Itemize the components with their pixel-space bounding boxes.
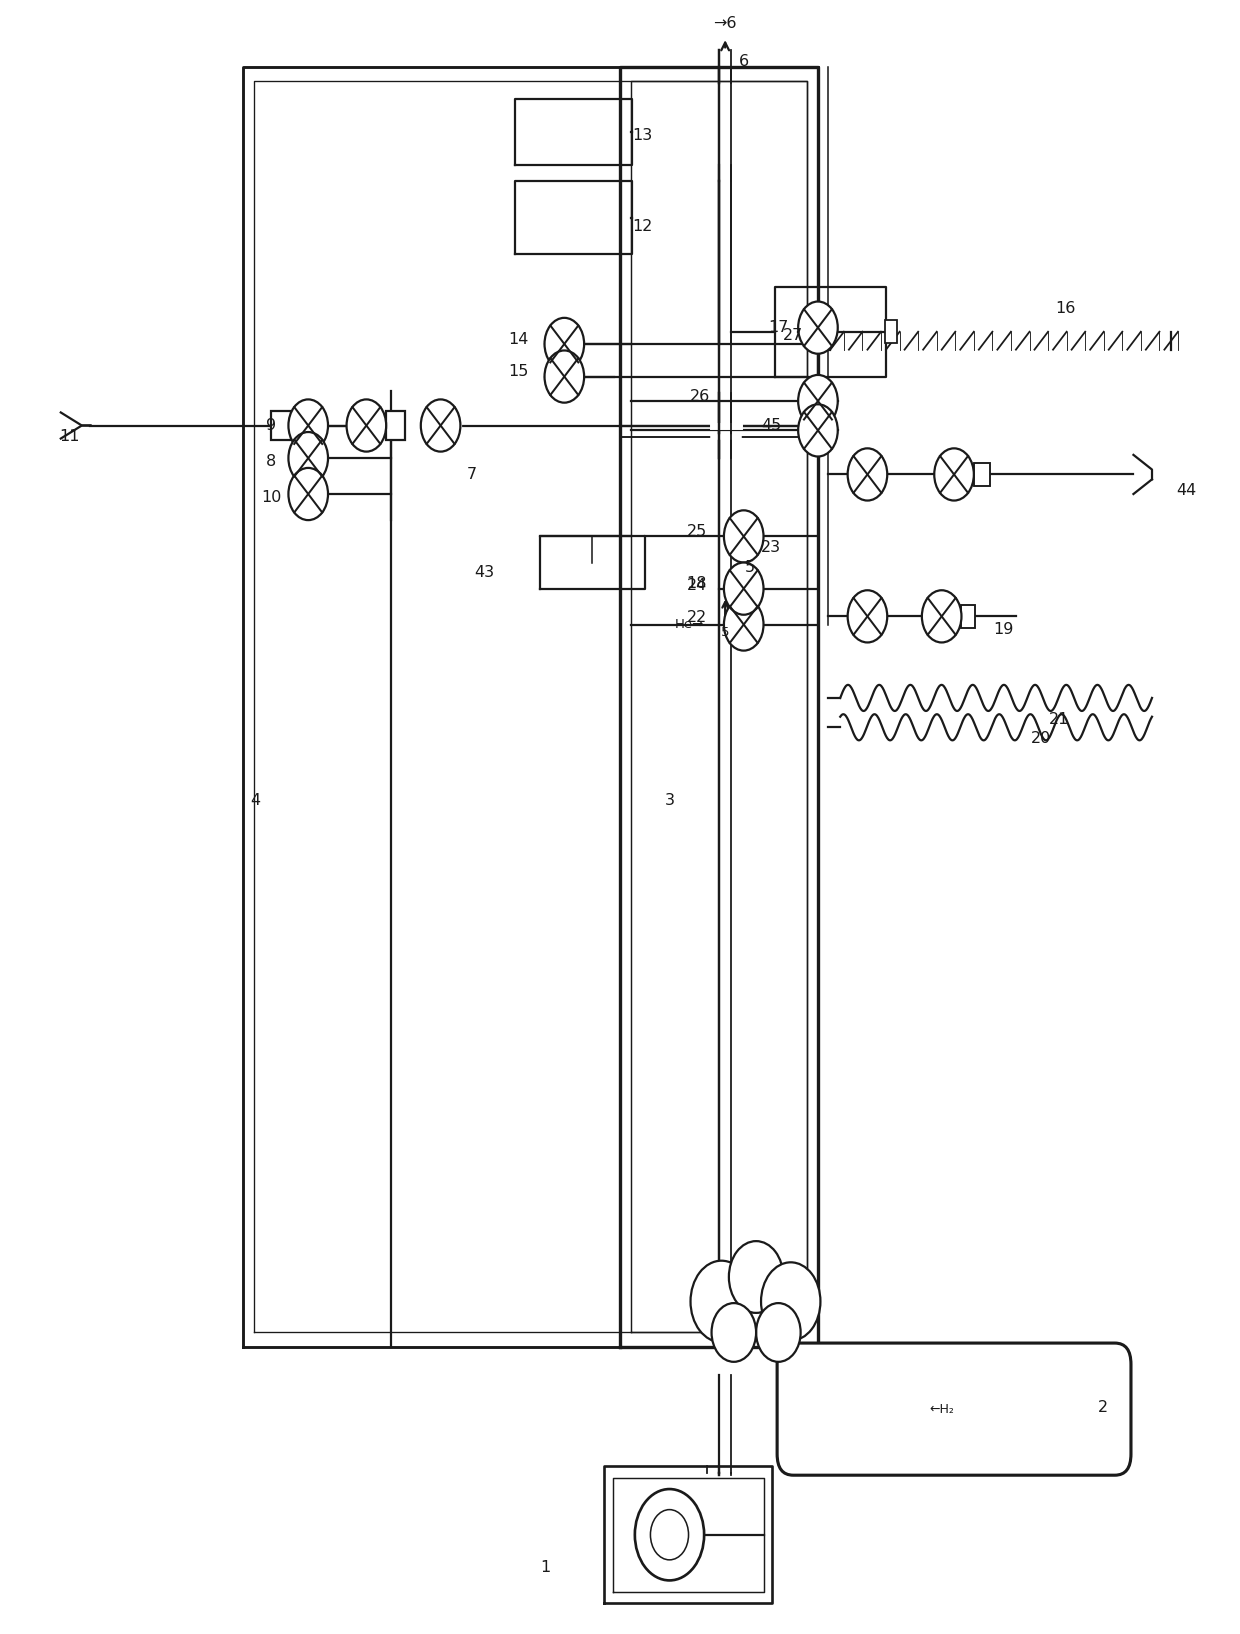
Text: 7: 7 [466,467,476,482]
Text: 2: 2 [1097,1400,1107,1415]
Circle shape [724,562,764,614]
Text: 27: 27 [784,328,804,343]
FancyBboxPatch shape [777,1343,1131,1476]
Text: He→: He→ [675,618,704,631]
Circle shape [848,590,888,642]
Circle shape [289,431,329,484]
Text: 11: 11 [60,430,79,444]
Circle shape [756,1302,801,1361]
Circle shape [691,1261,753,1342]
Text: 4: 4 [250,792,260,809]
Circle shape [289,399,329,451]
Text: 13: 13 [632,127,652,142]
Text: 14: 14 [508,332,528,346]
Circle shape [544,319,584,369]
Circle shape [799,374,838,426]
Text: 26: 26 [691,389,711,404]
Text: 22: 22 [687,611,707,626]
Text: 24: 24 [687,578,707,593]
Text: →6: →6 [713,16,737,31]
Text: 20: 20 [1030,730,1050,747]
Text: 3: 3 [665,792,675,809]
Text: 9: 9 [267,418,277,433]
Bar [885,320,897,343]
Circle shape [799,404,838,456]
Text: 5: 5 [745,560,755,575]
Text: 15: 15 [508,364,528,379]
Text: 21: 21 [1049,712,1069,727]
Text: 6: 6 [739,54,749,69]
Bar [961,605,975,627]
Text: 8: 8 [265,454,277,469]
Circle shape [799,302,838,353]
Circle shape [761,1263,821,1340]
Bar [272,410,291,440]
Text: 44: 44 [1177,484,1197,498]
Circle shape [848,448,888,500]
Text: 1: 1 [541,1560,551,1575]
Circle shape [921,590,961,642]
Circle shape [346,399,386,451]
Circle shape [724,598,764,650]
Text: ←H₂: ←H₂ [929,1402,954,1415]
Text: 43: 43 [474,565,494,580]
Text: 45: 45 [761,418,781,433]
Text: 12: 12 [632,219,652,234]
Text: 25: 25 [687,525,707,539]
Circle shape [934,448,973,500]
Circle shape [729,1242,784,1312]
Text: 16: 16 [1055,301,1075,315]
Bar [386,410,404,440]
Circle shape [289,467,329,520]
Text: 18: 18 [687,577,707,592]
Text: 19: 19 [993,623,1014,637]
Text: 17: 17 [768,320,789,335]
Text: 23: 23 [761,541,781,556]
Circle shape [544,350,584,402]
Text: 10: 10 [260,490,281,505]
Bar [973,462,990,485]
Circle shape [712,1302,756,1361]
Circle shape [420,399,460,451]
Text: 5: 5 [720,626,729,639]
Circle shape [635,1489,704,1580]
Circle shape [724,510,764,562]
